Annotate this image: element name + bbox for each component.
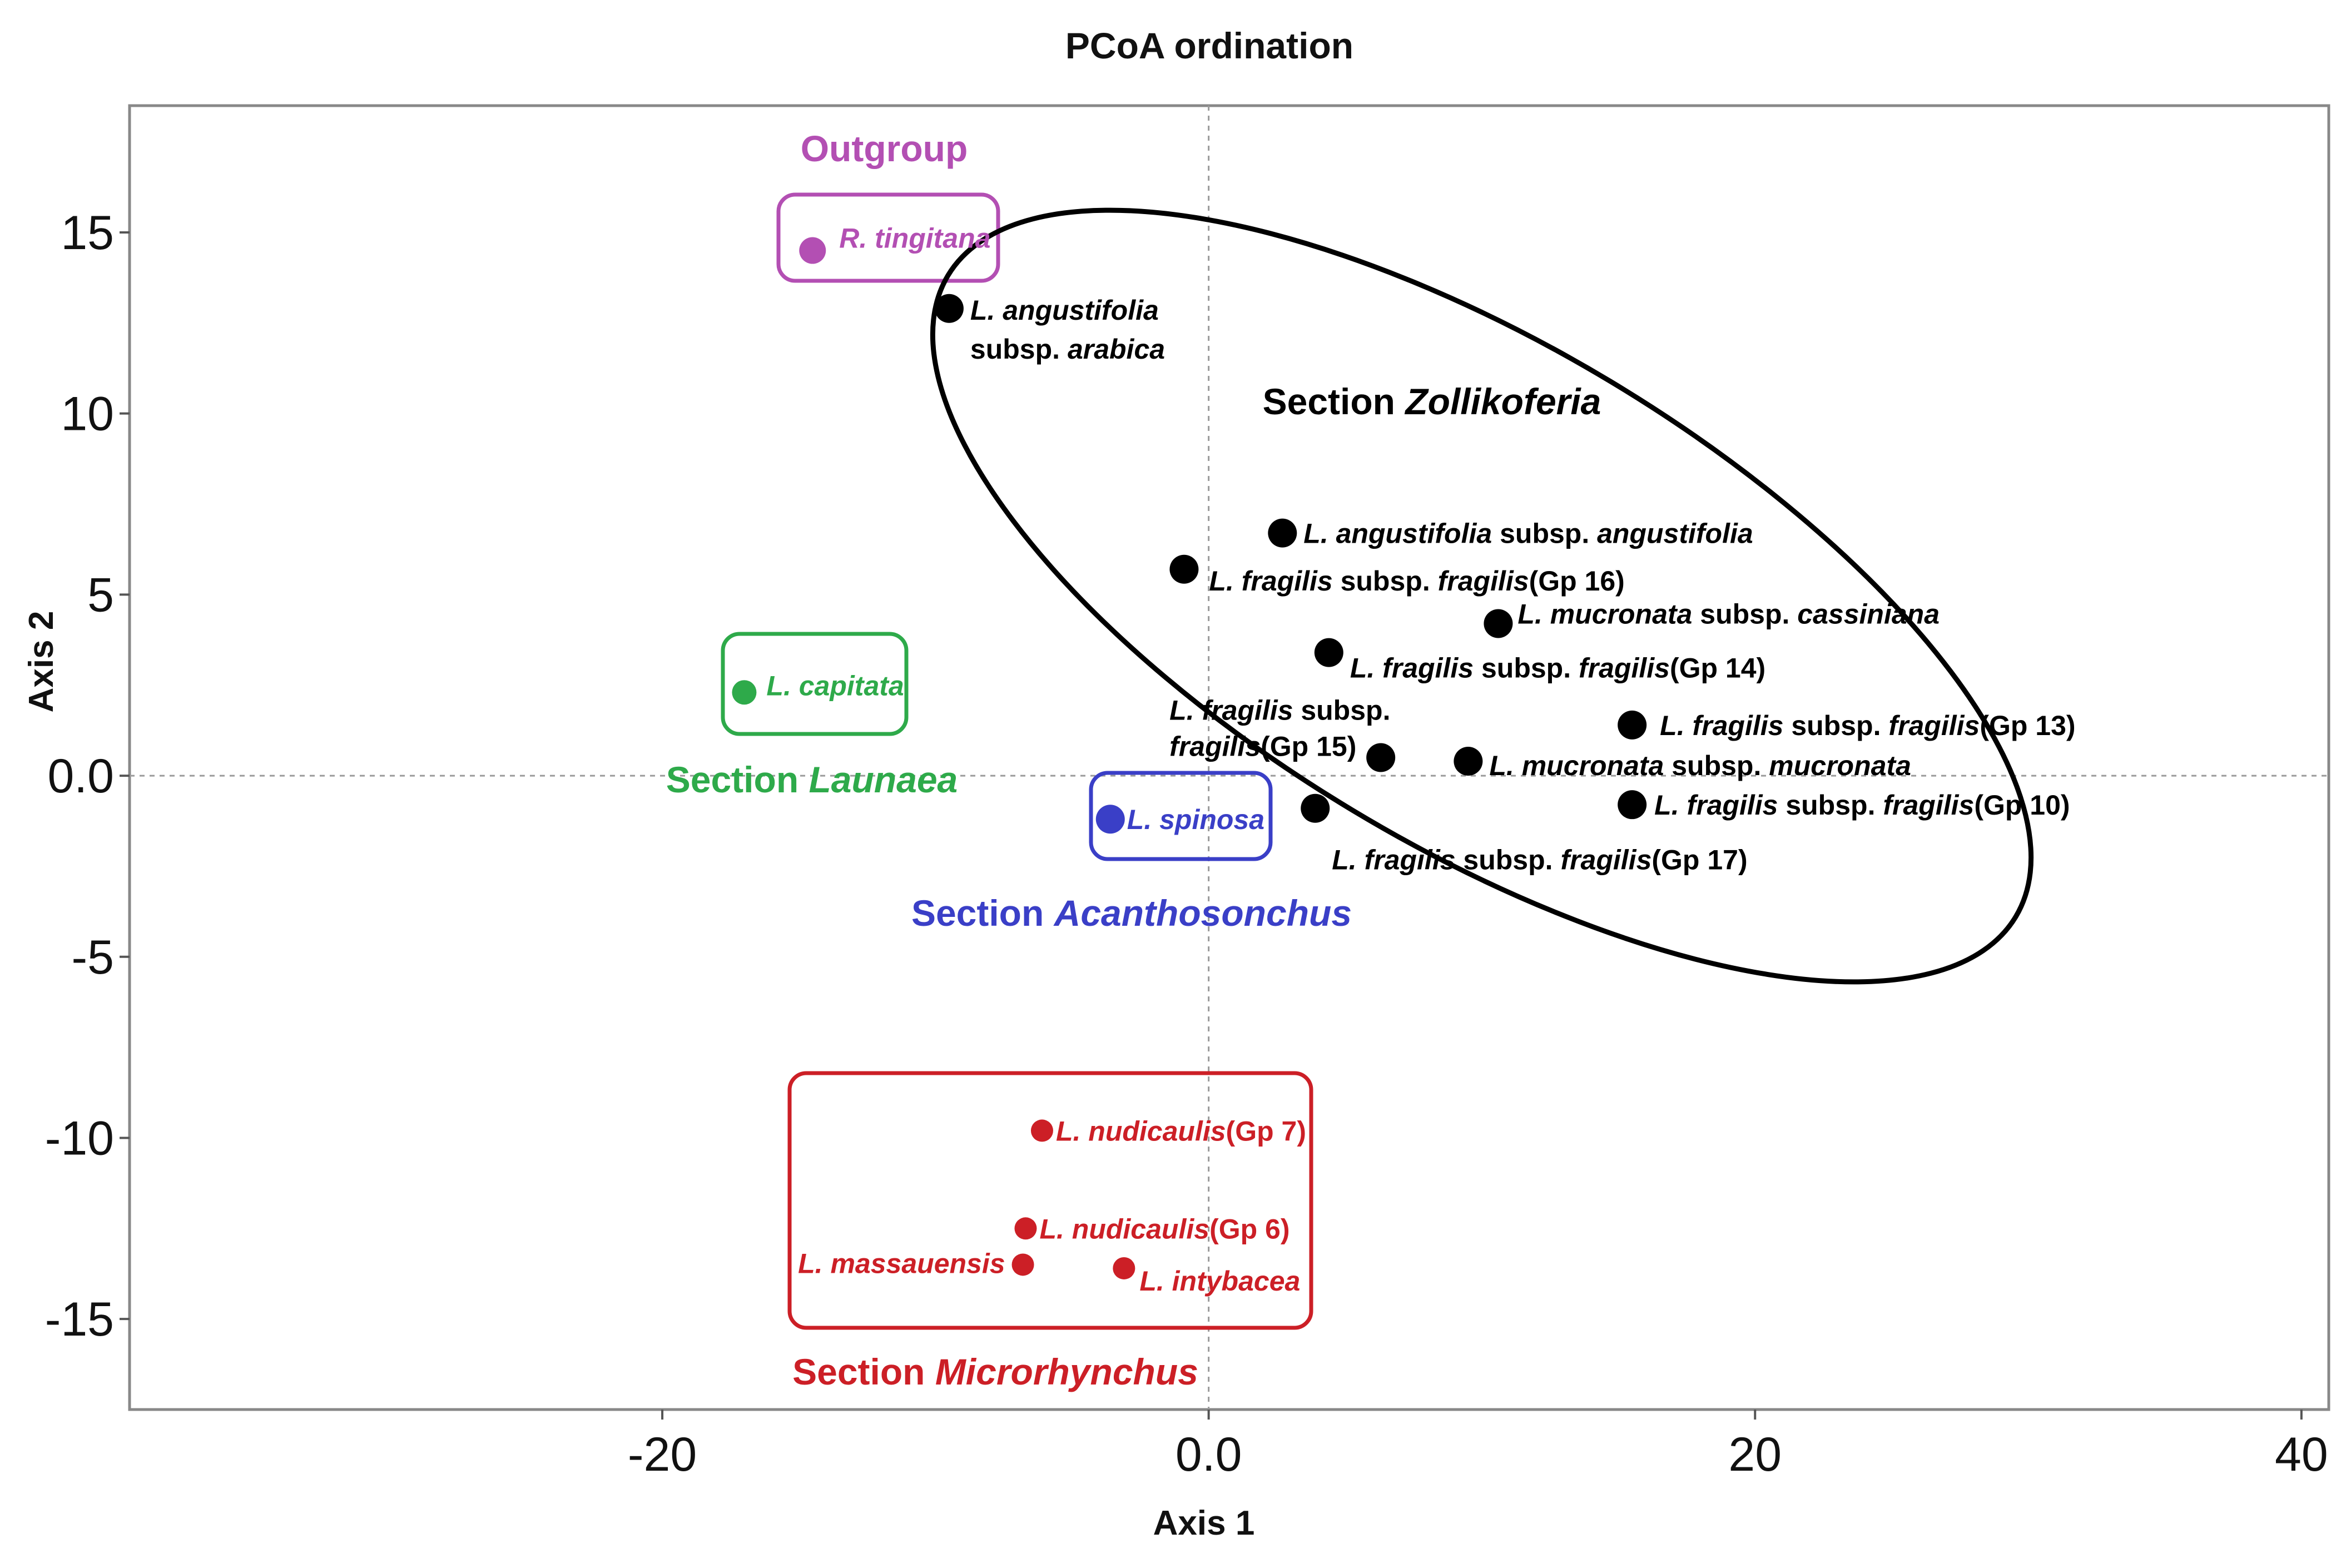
plot-frame — [128, 104, 2330, 1411]
chart-title: PCoA ordination — [1065, 25, 1353, 66]
zollikoferia-point-l-fragilis-subsp-fragilis-gp-13 — [1618, 710, 1647, 740]
launaea-enclosure — [721, 632, 909, 736]
launaea-group-label: Section Launaea — [666, 759, 958, 800]
point-labels: R. tingitana L. capitata L. spinosa L. angu… — [766, 223, 2075, 1297]
point-label: L. angustifolia — [970, 295, 1159, 326]
outgroup-point-r-tingitana — [799, 237, 826, 264]
y-tick-label: -15 — [45, 1293, 114, 1346]
point-label: L. angustifolia subsp. angustifolia — [1303, 518, 1753, 549]
y-axis-title: Axis 2 — [22, 611, 61, 713]
zollikoferia-point-l-fragilis-subsp-fragilis-gp-10 — [1618, 790, 1647, 820]
point-label: L. fragilis subsp. fragilis(Gp 14) — [1350, 653, 1765, 684]
point-label-line2: fragilis(Gp 15) — [1169, 731, 1356, 762]
microrhynchus-group-label: Section Microrhynchus — [792, 1351, 1198, 1392]
y-tick-label: -10 — [45, 1112, 114, 1165]
point-label: L. intybacea — [1139, 1266, 1300, 1297]
point-label: L. fragilis subsp. — [1169, 695, 1390, 726]
point-label: L. mucronata subsp. cassiniana — [1517, 598, 1940, 629]
axis-ticks: -20 0.0 20 40 15 10 5 0.0 -5 -10 -15 — [45, 206, 2328, 1481]
zollikoferia-point-l-angustifolia-subsp-angustifolia — [1268, 518, 1297, 548]
point-label: L. capitata — [766, 670, 904, 701]
point-label: L. fragilis subsp. fragilis(Gp 17) — [1332, 845, 1747, 876]
acanthosonchus-enclosure — [1089, 771, 1273, 861]
zollikoferia-point-l-fragilis-subsp — [1366, 743, 1396, 772]
microrhynchus-enclosure — [787, 1071, 1313, 1330]
zollikoferia-group-label: Section Zollikoferia — [1263, 381, 1601, 422]
zollikoferia-point-l-fragilis-subsp-fragilis-gp-17 — [1301, 793, 1330, 823]
zollikoferia-point-l-mucronata-subsp-cassiniana — [1484, 609, 1513, 638]
reference-lines — [130, 106, 2329, 1410]
outgroup-group-label: Outgroup — [801, 128, 968, 169]
point-label: L. massauensis — [798, 1248, 1005, 1279]
point-label: L. fragilis subsp. fragilis(Gp 16) — [1209, 565, 1624, 597]
x-tick-label: -20 — [628, 1428, 697, 1481]
point-label: R. tingitana — [839, 223, 990, 254]
group-enclosures — [721, 192, 2034, 1330]
point-label: L. nudicaulis(Gp 6) — [1039, 1213, 1289, 1244]
group-labels: Outgroup Section Launaea Section Acanthoso… — [666, 128, 1601, 1392]
microrhynchus-point-l-nudicaulis-gp-6 — [1014, 1217, 1037, 1240]
microrhynchus-point-l-intybacea — [1113, 1257, 1135, 1279]
point-label-line2: subsp. arabica — [970, 334, 1165, 365]
x-axis-title: Axis 1 — [1153, 1504, 1255, 1542]
zollikoferia-point-l-mucronata-subsp-mucronata — [1454, 747, 1483, 776]
y-tick-label: 15 — [61, 206, 114, 260]
y-tick-label: 5 — [87, 568, 114, 622]
data-points — [732, 237, 1647, 1279]
point-label: L. fragilis subsp. fragilis(Gp 10) — [1654, 790, 2070, 821]
acanthosonchus-group-label: Section Acanthosonchus — [911, 892, 1352, 934]
x-tick-label: 20 — [1728, 1428, 1782, 1481]
x-tick-label: 40 — [2275, 1428, 2328, 1481]
y-tick-label: 10 — [61, 388, 114, 441]
zollikoferia-point-l-angustifolia — [934, 294, 964, 323]
microrhynchus-point-l-nudicaulis-gp-7 — [1030, 1119, 1053, 1142]
launaea-point-l-capitata — [732, 680, 757, 705]
point-label: L. fragilis subsp. fragilis(Gp 13) — [1660, 710, 2075, 741]
point-label: L. nudicaulis(Gp 7) — [1056, 1115, 1306, 1147]
zollikoferia-enclosure — [930, 207, 2034, 985]
point-label: L. mucronata subsp. mucronata — [1489, 750, 1911, 781]
zollikoferia-point-l-fragilis-subsp-fragilis-gp-14 — [1314, 638, 1343, 667]
microrhynchus-point-l-massauensis — [1011, 1253, 1034, 1276]
acanthosonchus-point-l-spinosa — [1095, 805, 1125, 834]
zollikoferia-point-l-fragilis-subsp-fragilis-gp-16 — [1169, 554, 1199, 584]
outgroup-enclosure — [776, 192, 1000, 283]
x-tick-label: 0.0 — [1176, 1428, 1242, 1481]
y-tick-label: -5 — [72, 931, 114, 984]
point-label: L. spinosa — [1127, 804, 1264, 835]
y-tick-label: 0.0 — [47, 750, 114, 803]
